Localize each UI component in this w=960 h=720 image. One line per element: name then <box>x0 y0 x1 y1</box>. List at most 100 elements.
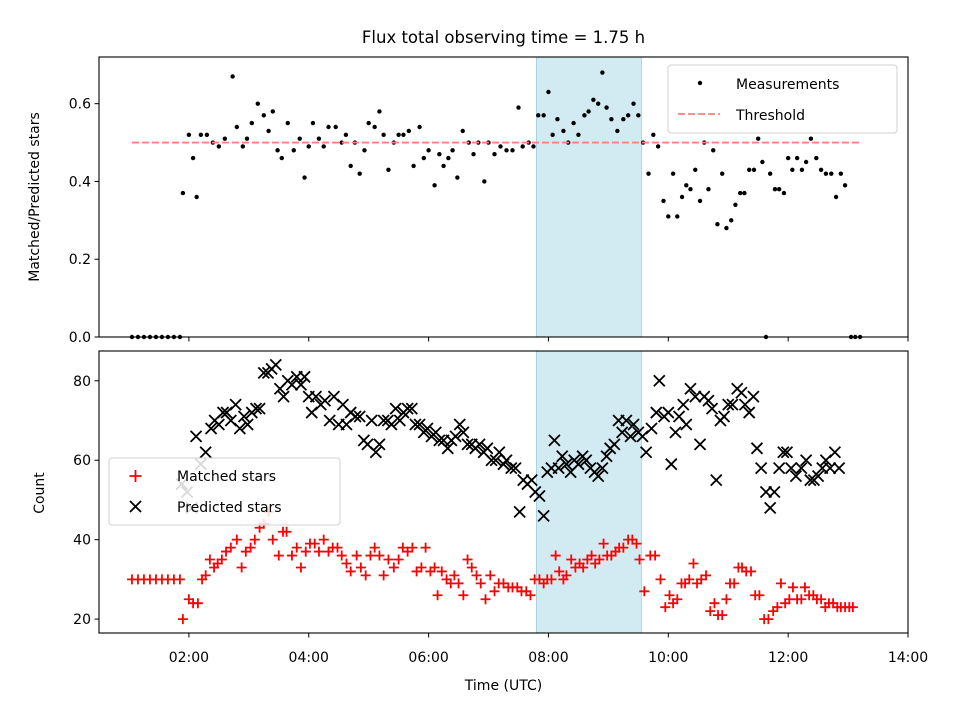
predicted-stars-point <box>768 485 781 499</box>
matched-stars-point <box>489 586 500 597</box>
measurement-point <box>655 144 661 149</box>
measurement-point <box>818 167 824 172</box>
measurement-point <box>833 194 839 200</box>
matched-stars-point <box>799 582 810 593</box>
measurement-point <box>411 163 416 169</box>
measurement-point <box>595 101 601 106</box>
y-tick-label: 0.6 <box>69 97 91 113</box>
predicted-stars-point <box>369 446 382 459</box>
measurement-point <box>546 89 551 95</box>
measurement-point <box>571 120 576 126</box>
measurement-point <box>437 152 442 157</box>
predicted-stars-point <box>693 438 707 451</box>
measurement-point <box>823 171 829 176</box>
measurement-point <box>772 187 778 192</box>
matched-stars-point <box>462 554 473 565</box>
predicted-stars-point <box>556 450 569 463</box>
predicted-stars-point <box>726 398 739 411</box>
matched-stars-point <box>717 610 728 621</box>
matched-stars-point <box>245 542 256 553</box>
predicted-stars-point <box>755 462 768 475</box>
measurement-point <box>255 101 261 106</box>
predicted-stars-point <box>596 462 609 475</box>
matched-stars-point <box>345 566 356 577</box>
predicted-stars-point <box>441 442 454 455</box>
predicted-stars-point <box>795 462 808 475</box>
matched-stars-point <box>177 614 188 625</box>
matched-stars-point <box>816 594 827 605</box>
predicted-stars-legend-label: Predicted stars <box>177 500 282 516</box>
measurement-point <box>711 148 716 153</box>
measurement-point <box>339 140 344 145</box>
measurement-point <box>198 132 204 137</box>
measurement-point <box>504 148 509 153</box>
measurement-point <box>600 70 605 75</box>
y-tick-label: 0.4 <box>69 174 91 190</box>
bottom-panel: 20 40 60 80 02:00 04:00 06:00 08:00 10:00 12:00 1… <box>32 350 928 694</box>
top-y-axis: 0.0 0.2 0.4 0.6 <box>69 97 99 346</box>
predicted-stars-point <box>373 438 386 451</box>
measurement-point <box>666 214 671 219</box>
measurement-point <box>362 148 367 153</box>
bottom-x-axis: 02:00 04:00 06:00 08:00 10:00 12:00 14:00 <box>169 633 928 666</box>
measurement-point <box>842 183 848 188</box>
matched-stars-point <box>578 562 589 573</box>
matched-stars-point <box>332 542 343 553</box>
predicted-stars-point <box>525 473 538 487</box>
measurement-point <box>291 148 296 153</box>
measurement-point <box>279 155 284 161</box>
predicted-stars-point <box>401 402 414 415</box>
observing-window-shade <box>536 350 642 634</box>
measurement-point <box>746 167 752 172</box>
matched-stars-point <box>300 546 311 557</box>
x-axis-label: Time (UTC) <box>464 678 542 694</box>
predicted-stars-point <box>241 418 254 431</box>
predicted-stars-point <box>453 418 466 431</box>
measurement-point <box>586 109 591 114</box>
matched-stars-point <box>374 550 385 561</box>
measurement-point <box>401 132 406 137</box>
matched-stars-point <box>281 526 292 537</box>
measurement-point <box>204 132 210 137</box>
measurement-point <box>720 171 725 176</box>
measurement-point <box>829 171 834 176</box>
matched-stars-point <box>664 590 675 601</box>
measurement-point <box>631 101 636 106</box>
predicted-stars-point <box>735 386 748 399</box>
measurement-point <box>794 155 800 161</box>
predicted-stars-point <box>828 446 842 459</box>
matched-stars-point <box>688 558 699 569</box>
bottom-legend-box <box>108 457 341 526</box>
predicted-stars-point <box>799 454 813 467</box>
y-tick-label: 20 <box>73 612 91 628</box>
predicted-stars-point <box>298 370 311 383</box>
x-tick-label: 02:00 <box>169 650 209 666</box>
predicted-stars-point <box>785 462 798 475</box>
predicted-stars-point <box>537 509 550 522</box>
measurement-point <box>785 155 791 161</box>
predicted-stars-point <box>353 410 366 423</box>
predicted-stars-point <box>421 422 434 435</box>
measurement-point <box>675 214 680 219</box>
measurement-point <box>249 120 255 126</box>
matched-stars-point <box>650 550 661 561</box>
top-panel: 0.0 0.2 0.4 0.6 Matched/Predicted stars Mea… <box>27 56 909 346</box>
x-tick-label: 10:00 <box>648 650 688 666</box>
matched-stars-point <box>772 602 783 613</box>
matched-stars-point <box>618 542 629 553</box>
matched-stars-point <box>273 550 284 561</box>
measurement-point <box>550 132 555 137</box>
predicted-stars-point <box>620 414 633 427</box>
predicted-stars-point <box>249 402 263 415</box>
measurement-point <box>733 202 738 207</box>
matched-stars-point <box>436 566 447 577</box>
measurement-point <box>790 167 795 172</box>
matched-stars-point <box>351 550 362 561</box>
matched-stars-point <box>360 570 371 581</box>
measurement-point <box>482 179 487 184</box>
matched-stars-point <box>458 590 469 601</box>
measurement-point <box>555 117 560 122</box>
top-x-axis <box>188 337 909 342</box>
measurement-point <box>742 190 747 196</box>
